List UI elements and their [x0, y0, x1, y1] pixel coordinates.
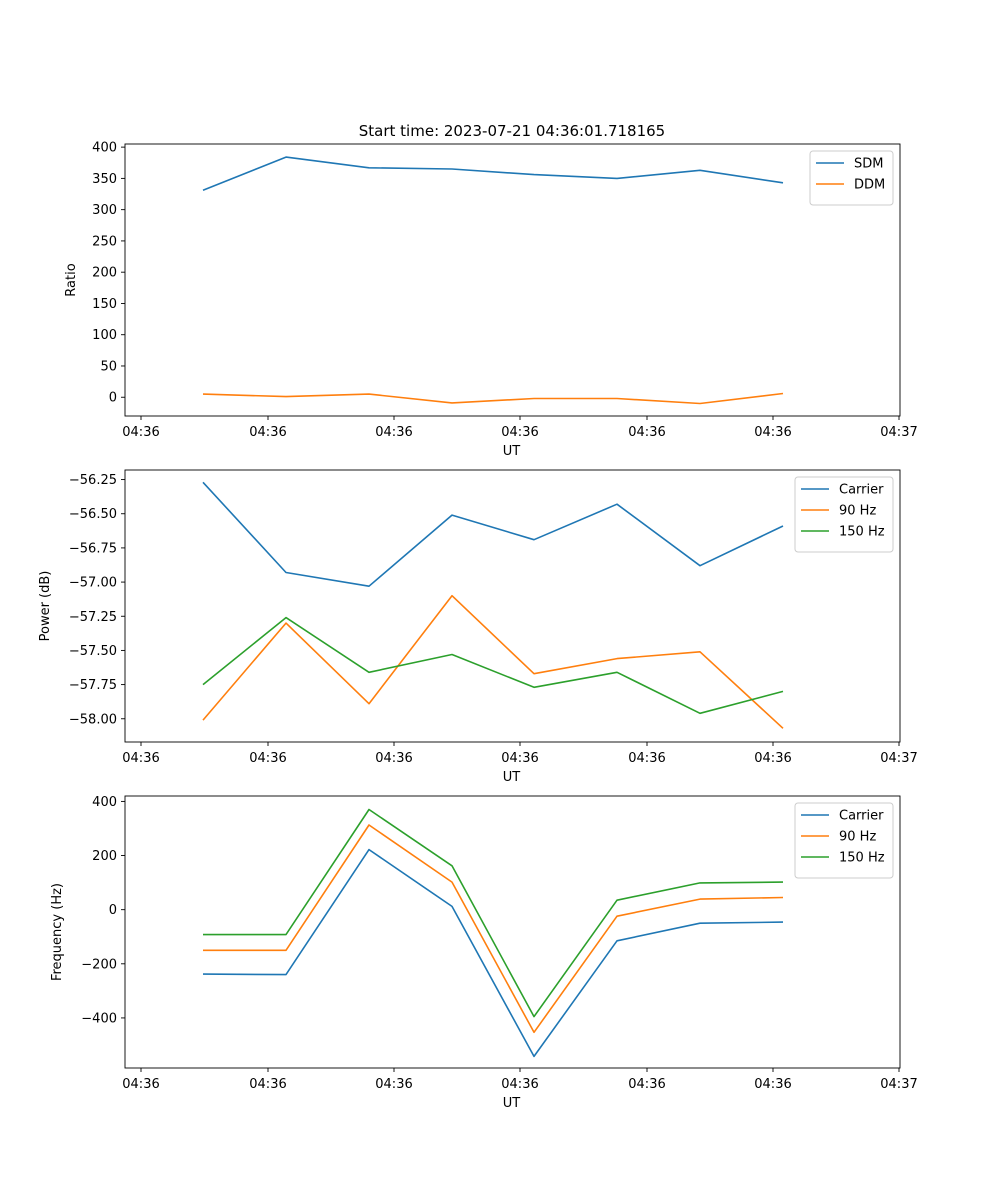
x-tick-label: 04:36 — [375, 751, 412, 766]
plot-frame — [124, 469, 901, 743]
legend-entry: DDM — [854, 178, 885, 193]
y-tick-label: 150 — [92, 297, 117, 312]
x-tick-label: 04:37 — [880, 1077, 917, 1092]
series-line-150-hz — [202, 616, 784, 715]
legend-box — [809, 150, 894, 206]
y-tick-label: −57.50 — [69, 644, 117, 659]
y-tick-label: −57.00 — [69, 576, 117, 591]
series-line-90-hz — [202, 594, 784, 729]
x-tick-label: 04:36 — [628, 751, 665, 766]
y-tick-label: −57.75 — [69, 678, 117, 693]
plot-frame — [124, 795, 901, 1069]
chart-panel-3: −400 −200 0 200 400 04:36 04:36 04:36 04:36 04:36… — [50, 795, 918, 1111]
x-tick-label: 04:36 — [249, 1077, 286, 1092]
legend-entry: 90 Hz — [839, 504, 876, 519]
y-tick-label: 0 — [109, 391, 117, 406]
x-axis-label: UT — [503, 1096, 521, 1111]
y-tick-label: 200 — [92, 849, 117, 864]
series-line-carrier — [202, 848, 784, 1058]
y-tick-label: −56.75 — [69, 541, 117, 556]
x-tick-label: 04:36 — [501, 1077, 538, 1092]
y-tick-label: 250 — [92, 234, 117, 249]
x-axis-label: UT — [503, 770, 521, 785]
y-tick-label: −200 — [81, 957, 117, 972]
y-tick-label: 400 — [92, 795, 117, 810]
series-line-sdm — [202, 156, 784, 192]
series-line-ddm — [202, 392, 784, 405]
legend-entry: 150 Hz — [839, 525, 885, 540]
y-tick-label: 0 — [109, 903, 117, 918]
series-line-150-hz — [203, 808, 784, 1018]
x-tick-label: 04:36 — [628, 425, 665, 440]
x-tick-label: 04:36 — [501, 751, 538, 766]
y-tick-label: −56.50 — [69, 507, 117, 522]
legend-box — [794, 476, 894, 553]
x-tick-label: 04:36 — [754, 425, 791, 440]
y-tick-label: 200 — [92, 266, 117, 281]
x-tick-label: 04:36 — [501, 425, 538, 440]
x-tick-label: 04:37 — [880, 751, 917, 766]
legend-entry: Carrier — [839, 483, 884, 498]
y-tick-label: −58.00 — [69, 712, 117, 727]
x-tick-label: 04:36 — [754, 1077, 791, 1092]
x-tick-label: 04:36 — [249, 751, 286, 766]
y-tick-label: −400 — [81, 1011, 117, 1026]
x-tick-label: 04:36 — [754, 751, 791, 766]
y-tick-label: 400 — [92, 141, 117, 156]
x-tick-label: 04:36 — [249, 425, 286, 440]
chart-panel-2: −58.00 −57.75 −57.50 −57.25 −57.00 −56.75 −56.… — [38, 469, 918, 785]
series-line-carrier — [202, 481, 784, 588]
legend-box — [794, 802, 894, 879]
x-tick-label: 04:36 — [375, 1077, 412, 1092]
x-axis-label: UT — [503, 444, 521, 459]
x-tick-label: 04:36 — [122, 751, 159, 766]
y-axis-label: Power (dB) — [38, 571, 53, 642]
x-tick-label: 04:37 — [880, 425, 917, 440]
y-tick-label: −56.25 — [69, 473, 117, 488]
y-tick-label: 300 — [92, 203, 117, 218]
legend-entry: Carrier — [839, 809, 884, 824]
x-tick-label: 04:36 — [122, 1077, 159, 1092]
y-axis-label: Frequency (Hz) — [50, 883, 65, 981]
legend-entry: 90 Hz — [839, 830, 876, 845]
y-tick-label: 350 — [92, 172, 117, 187]
figure-title: Start time: 2023-07-21 04:36:01.718165 — [359, 122, 665, 140]
legend-entry: SDM — [854, 157, 883, 172]
y-tick-label: 100 — [92, 328, 117, 343]
chart-panel-1: 0 50 100 150 200 250 300 350 400 04:36 04:36 04:36 0… — [64, 141, 918, 459]
x-tick-label: 04:36 — [122, 425, 159, 440]
series-line-90-hz — [203, 824, 784, 1034]
plot-frame — [124, 143, 901, 417]
y-axis-label: Ratio — [64, 263, 79, 296]
x-tick-label: 04:36 — [628, 1077, 665, 1092]
y-tick-label: 50 — [100, 359, 117, 374]
y-tick-label: −57.25 — [69, 610, 117, 625]
legend-entry: 150 Hz — [839, 851, 885, 866]
x-tick-label: 04:36 — [375, 425, 412, 440]
